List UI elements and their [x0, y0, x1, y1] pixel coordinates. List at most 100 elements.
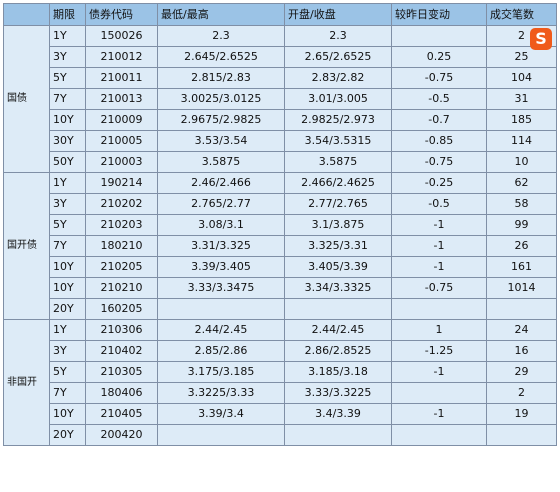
cell-tenor[interactable]: 10Y	[49, 109, 86, 131]
cell-low-high[interactable]: 3.0025/3.0125	[157, 88, 285, 110]
cell-change[interactable]	[391, 25, 487, 47]
cell-tenor[interactable]: 5Y	[49, 214, 86, 236]
cell-tenor[interactable]: 20Y	[49, 298, 86, 320]
cell-open-close[interactable]	[284, 424, 392, 446]
cell-change[interactable]: -1	[391, 214, 487, 236]
cell-low-high[interactable]: 2.765/2.77	[157, 193, 285, 215]
cell-low-high[interactable]	[157, 424, 285, 446]
cell-open-close[interactable]: 3.4/3.39	[284, 403, 392, 425]
cell-change[interactable]: -0.5	[391, 88, 487, 110]
cell-open-close[interactable]: 2.44/2.45	[284, 319, 392, 341]
cell-code[interactable]: 210012	[85, 46, 158, 68]
cell-low-high[interactable]: 2.85/2.86	[157, 340, 285, 362]
cell-open-close[interactable]: 2.9825/2.973	[284, 109, 392, 131]
cell-change[interactable]: -1	[391, 403, 487, 425]
cell-code[interactable]: 210203	[85, 214, 158, 236]
cell-low-high[interactable]: 2.3	[157, 25, 285, 47]
cell-tenor[interactable]: 50Y	[49, 151, 86, 173]
cell-volume[interactable]: 26	[486, 235, 557, 257]
cell-volume[interactable]: 29	[486, 361, 557, 383]
cell-tenor[interactable]: 3Y	[49, 46, 86, 68]
cell-low-high[interactable]	[157, 298, 285, 320]
cell-volume[interactable]: 114	[486, 130, 557, 152]
cell-volume[interactable]: 31	[486, 88, 557, 110]
cell-tenor[interactable]: 1Y	[49, 172, 86, 194]
cell-change[interactable]: 0.25	[391, 46, 487, 68]
cell-volume[interactable]: 16	[486, 340, 557, 362]
cell-change[interactable]: -1	[391, 256, 487, 278]
cell-low-high[interactable]: 3.33/3.3475	[157, 277, 285, 299]
cell-code[interactable]: 210205	[85, 256, 158, 278]
cell-tenor[interactable]: 10Y	[49, 277, 86, 299]
cell-tenor[interactable]: 20Y	[49, 424, 86, 446]
cell-code[interactable]: 190214	[85, 172, 158, 194]
cell-open-close[interactable]: 3.405/3.39	[284, 256, 392, 278]
cell-tenor[interactable]: 10Y	[49, 403, 86, 425]
cell-change[interactable]: -1	[391, 361, 487, 383]
cell-change[interactable]: -0.75	[391, 277, 487, 299]
cell-change[interactable]: -0.85	[391, 130, 487, 152]
cell-change[interactable]	[391, 298, 487, 320]
cell-open-close[interactable]: 3.33/3.3225	[284, 382, 392, 404]
cell-low-high[interactable]: 3.39/3.405	[157, 256, 285, 278]
header-code[interactable]: 债券代码	[85, 3, 158, 26]
cell-low-high[interactable]: 3.175/3.185	[157, 361, 285, 383]
cell-code[interactable]: 180210	[85, 235, 158, 257]
cell-tenor[interactable]: 5Y	[49, 67, 86, 89]
cell-low-high[interactable]: 2.44/2.45	[157, 319, 285, 341]
cell-code[interactable]: 210202	[85, 193, 158, 215]
cell-open-close[interactable]: 3.01/3.005	[284, 88, 392, 110]
cell-open-close[interactable]: 2.65/2.6525	[284, 46, 392, 68]
cell-low-high[interactable]: 3.5875	[157, 151, 285, 173]
cell-volume[interactable]: 161	[486, 256, 557, 278]
cell-open-close[interactable]: 2.83/2.82	[284, 67, 392, 89]
cell-code[interactable]: 180406	[85, 382, 158, 404]
cell-change[interactable]: -1.25	[391, 340, 487, 362]
cell-tenor[interactable]: 3Y	[49, 193, 86, 215]
cell-change[interactable]: -0.5	[391, 193, 487, 215]
cell-code[interactable]: 210305	[85, 361, 158, 383]
cell-change[interactable]: -0.75	[391, 151, 487, 173]
header-open-close[interactable]: 开盘/收盘	[284, 3, 392, 26]
cell-open-close[interactable]: 3.185/3.18	[284, 361, 392, 383]
cell-code[interactable]: 210405	[85, 403, 158, 425]
cell-code[interactable]: 210013	[85, 88, 158, 110]
cell-code[interactable]: 210005	[85, 130, 158, 152]
cell-volume[interactable]: 25	[486, 46, 557, 68]
cell-low-high[interactable]: 3.08/3.1	[157, 214, 285, 236]
cell-volume[interactable]: 24	[486, 319, 557, 341]
header-tenor[interactable]: 期限	[49, 3, 86, 26]
cell-open-close[interactable]: 2.466/2.4625	[284, 172, 392, 194]
cell-volume[interactable]: 62	[486, 172, 557, 194]
cell-tenor[interactable]: 1Y	[49, 25, 86, 47]
cell-low-high[interactable]: 3.3225/3.33	[157, 382, 285, 404]
cell-change[interactable]: -0.7	[391, 109, 487, 131]
cell-volume[interactable]: 2	[486, 382, 557, 404]
cell-code[interactable]: 200420	[85, 424, 158, 446]
cell-change[interactable]: -0.75	[391, 67, 487, 89]
cell-tenor[interactable]: 7Y	[49, 88, 86, 110]
cell-open-close[interactable]: 3.34/3.3325	[284, 277, 392, 299]
cell-tenor[interactable]: 3Y	[49, 340, 86, 362]
cell-low-high[interactable]: 2.46/2.466	[157, 172, 285, 194]
cell-low-high[interactable]: 3.39/3.4	[157, 403, 285, 425]
cell-tenor[interactable]: 7Y	[49, 235, 86, 257]
header-volume[interactable]: 成交笔数	[486, 3, 557, 26]
cell-volume[interactable]: 185	[486, 109, 557, 131]
cell-change[interactable]: -1	[391, 235, 487, 257]
cell-open-close[interactable]: 2.3	[284, 25, 392, 47]
cell-volume[interactable]: 99	[486, 214, 557, 236]
cell-code[interactable]: 210009	[85, 109, 158, 131]
cell-open-close[interactable]: 3.5875	[284, 151, 392, 173]
cell-change[interactable]: -0.25	[391, 172, 487, 194]
cell-low-high[interactable]: 2.815/2.83	[157, 67, 285, 89]
cell-volume[interactable]: 19	[486, 403, 557, 425]
cell-code[interactable]: 210402	[85, 340, 158, 362]
cell-code[interactable]: 210003	[85, 151, 158, 173]
cell-open-close[interactable]: 2.77/2.765	[284, 193, 392, 215]
cell-tenor[interactable]: 7Y	[49, 382, 86, 404]
cell-volume[interactable]	[486, 424, 557, 446]
cell-tenor[interactable]: 1Y	[49, 319, 86, 341]
cell-open-close[interactable]: 2.86/2.8525	[284, 340, 392, 362]
cell-tenor[interactable]: 10Y	[49, 256, 86, 278]
